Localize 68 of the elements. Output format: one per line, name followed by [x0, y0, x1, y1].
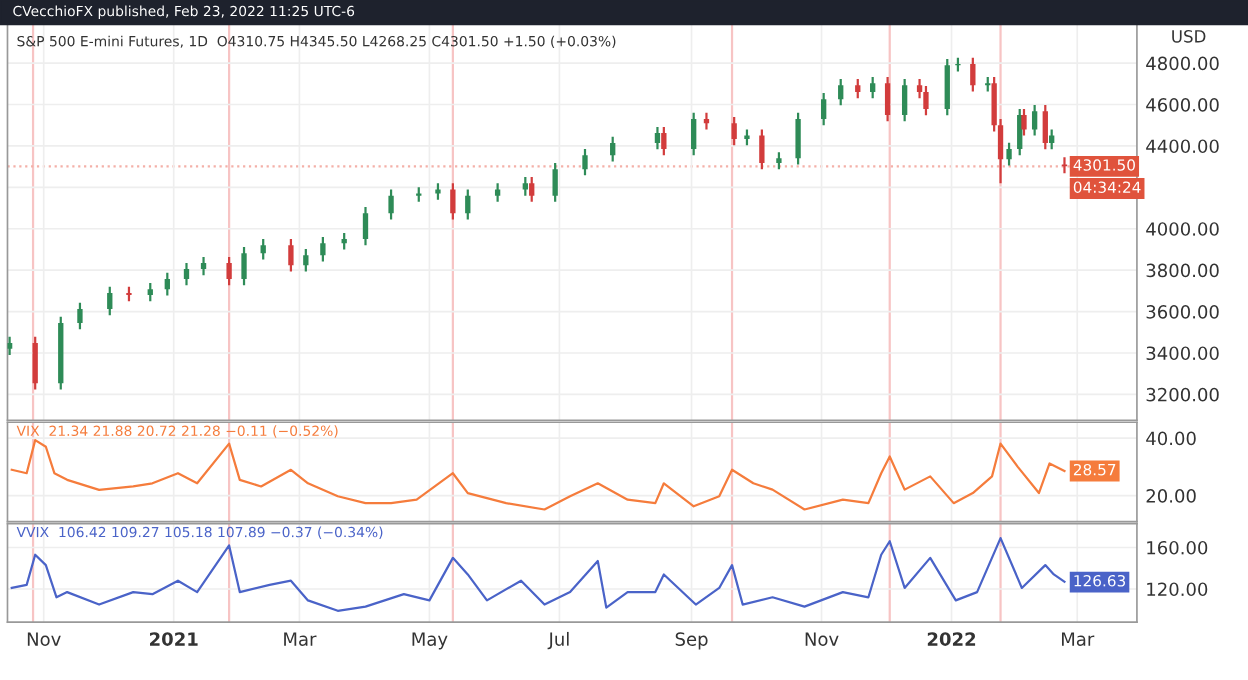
- candlestick: [362, 205, 369, 247]
- candlestick: [703, 111, 710, 131]
- x-tick-label: 2021: [150, 632, 198, 646]
- candlestick: [838, 77, 844, 107]
- y-tick-label: 3800.00: [1146, 263, 1219, 278]
- candlestick: [303, 247, 309, 273]
- line-series: [10, 537, 1066, 612]
- y-tick-label: 20.00: [1146, 489, 1196, 503]
- candlestick: [654, 125, 661, 151]
- candlestick: [759, 128, 765, 171]
- y-tick-label: 40.00: [1146, 431, 1196, 446]
- y-tick-label: 3600.00: [1146, 305, 1219, 319]
- candlestick: [77, 301, 83, 331]
- candlestick: [821, 91, 827, 127]
- x-tick-label: Sep: [675, 632, 708, 650]
- candlestick: [944, 57, 950, 117]
- candlestick: [260, 237, 266, 261]
- candlestick: [610, 135, 616, 163]
- candlestick: [552, 161, 558, 203]
- candlestick: [241, 245, 247, 287]
- y-tick-label: 3400.00: [1146, 346, 1219, 361]
- y-tick-label: 120.00: [1147, 582, 1208, 597]
- y-tick-label: 4600.00: [1146, 98, 1219, 112]
- candlestick: [1061, 156, 1068, 175]
- candlestick: [870, 75, 876, 100]
- y-axis-title: USD: [1172, 30, 1206, 43]
- candlestick: [107, 285, 113, 317]
- candlestick: [731, 115, 737, 147]
- candlestick: [494, 182, 501, 203]
- candlestick: [1042, 103, 1048, 151]
- candlestick: [901, 77, 908, 123]
- candlestick: [884, 75, 891, 123]
- y-tick-label: 4000.00: [1146, 222, 1219, 236]
- candlestick: [855, 77, 861, 100]
- x-tick-label: Nov: [27, 632, 61, 646]
- candlestick: [147, 281, 153, 303]
- x-tick-label: May: [412, 632, 448, 650]
- candlestick: [691, 111, 697, 157]
- candlestick: [970, 56, 976, 93]
- x-tick-label: Mar: [284, 632, 317, 646]
- x-tick-label: Mar: [1062, 632, 1095, 646]
- y-tick-label: 3200.00: [1146, 387, 1219, 402]
- candlestick: [582, 147, 588, 177]
- candlestick: [288, 237, 294, 273]
- y-tick-label: 4400.00: [1146, 139, 1219, 154]
- candlestick: [1021, 107, 1027, 137]
- candlestick: [795, 111, 801, 166]
- candlestick: [226, 255, 232, 287]
- y-tick-label: 160.00: [1147, 540, 1208, 555]
- candlestick: [1031, 103, 1038, 137]
- line-series: [10, 439, 1066, 511]
- candlestick: [200, 255, 207, 277]
- x-tick-label: 2022: [927, 632, 976, 646]
- candlestick: [923, 84, 929, 117]
- candlestick: [465, 188, 471, 221]
- candlestick: [1006, 141, 1012, 167]
- candlestick: [522, 175, 528, 197]
- x-tick-label: Nov: [805, 632, 839, 646]
- candlestick: [183, 261, 190, 287]
- candlestick: [320, 235, 326, 263]
- candlestick: [32, 335, 38, 391]
- candlestick: [164, 271, 170, 297]
- candlestick: [450, 182, 456, 221]
- y-tick-label: 4800.00: [1146, 56, 1219, 71]
- candlestick: [661, 125, 667, 157]
- candlestick: [388, 188, 394, 221]
- x-tick-label: Jul: [547, 631, 569, 650]
- candlestick: [529, 175, 535, 203]
